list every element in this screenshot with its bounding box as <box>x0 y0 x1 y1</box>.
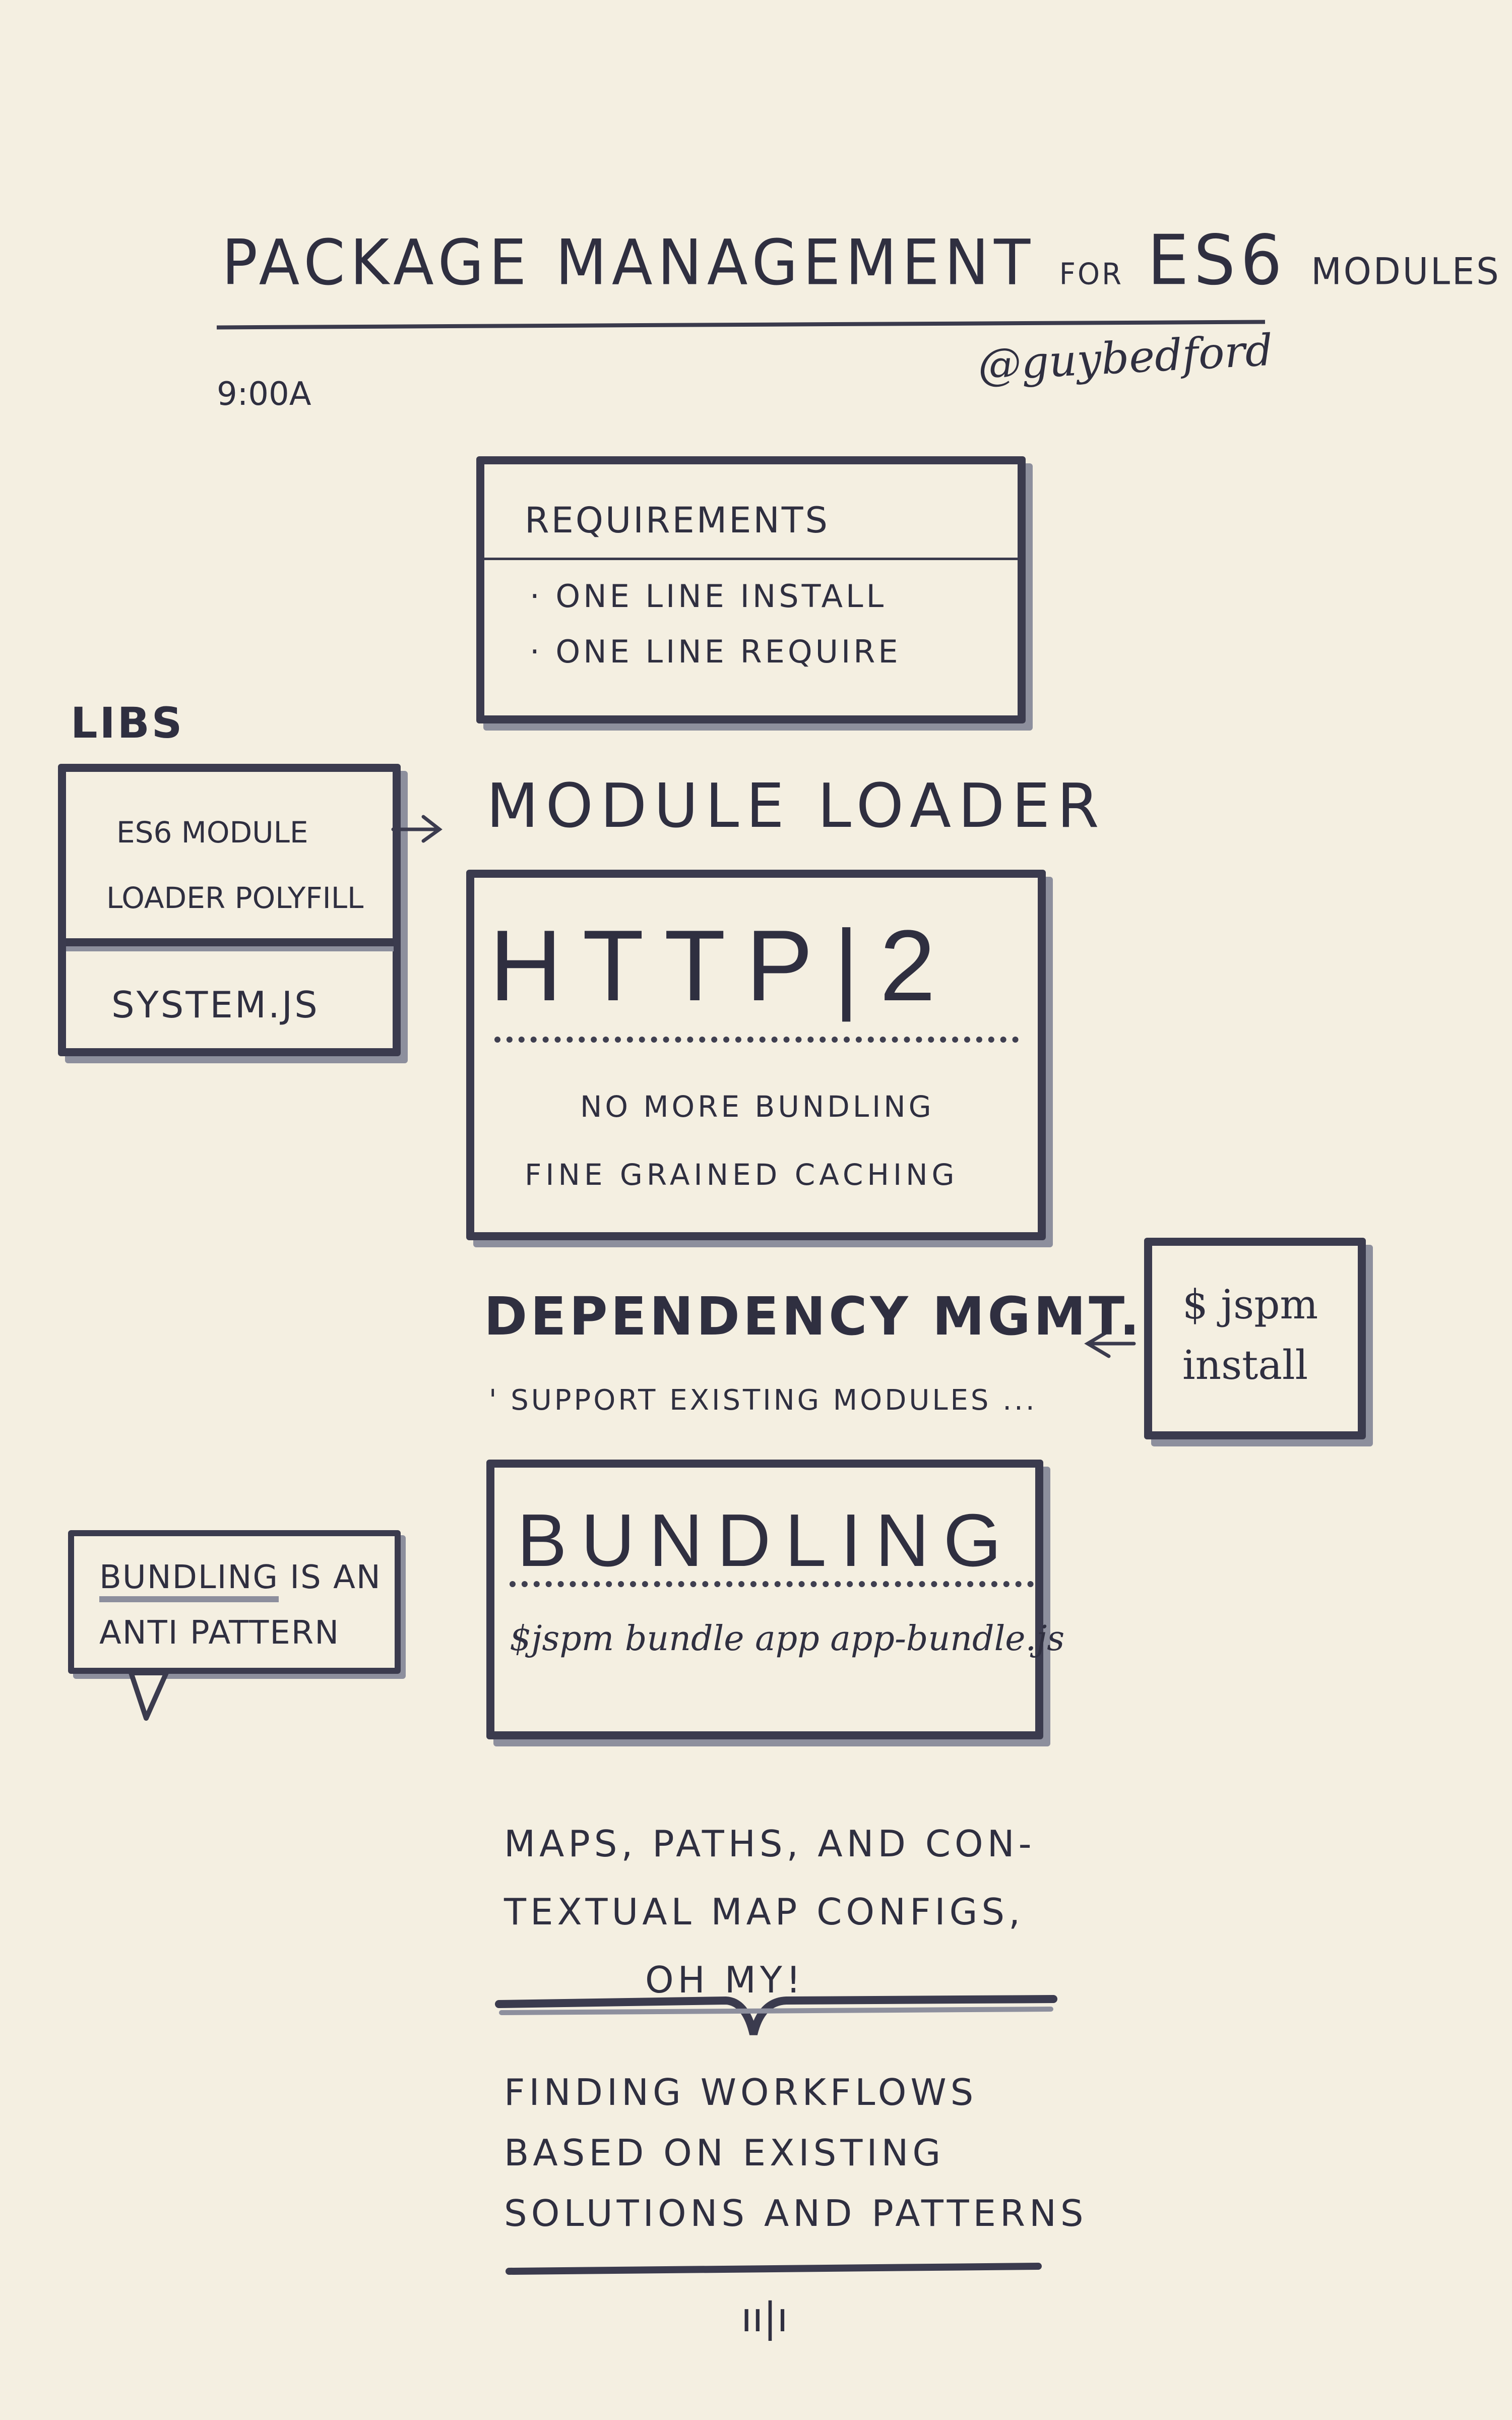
anti-pattern-line1-rest: IS AN <box>278 1559 382 1596</box>
workflows-line1: FINDING WORKFLOWS <box>504 2071 978 2113</box>
module-loader-title: MODULE LOADER <box>486 771 1106 841</box>
bundling-dotted-divider <box>510 1581 1034 1587</box>
maps-line1: MAPS, PATHS, AND CON- <box>504 1823 1036 1865</box>
libs-item-polyfill-line1: ES6 MODULE <box>116 815 308 850</box>
bundling-box: BUNDLING $jspm bundle app app-bundle.js <box>486 1460 1064 1739</box>
libs-item-polyfill-line2: LOADER POLYFILL <box>106 881 364 915</box>
libs-label: LIBS <box>71 698 184 748</box>
title-modules: MODULES <box>1311 250 1501 293</box>
http2-box: HTTP|2 NO MORE BUNDLING FINE GRAINED CAC… <box>466 870 1046 1240</box>
workflows-line3: SOLUTIONS AND PATTERNS <box>504 2192 1088 2234</box>
http2-line-no-bundling: NO MORE BUNDLING <box>580 1090 934 1124</box>
dependency-title: DEPENDENCY MGMT. <box>484 1286 1143 1347</box>
libs-item-systemjs: SYSTEM.JS <box>111 984 320 1026</box>
bottom-divider <box>506 2263 1042 2275</box>
maps-line2: TEXTUAL MAP CONFIGS, <box>504 1891 1024 1933</box>
anti-pattern-bubble: BUNDLING IS AN ANTI PATTERN <box>68 1530 401 1674</box>
workflows-line2: BASED ON EXISTING <box>504 2132 945 2174</box>
http2-line-caching: FINE GRAINED CACHING <box>525 1158 959 1192</box>
bundling-title: BUNDLING <box>517 1499 1016 1582</box>
anti-pattern-line2: ANTI PATTERN <box>99 1614 340 1652</box>
jspm-install-box: $ jspm install <box>1144 1238 1366 1439</box>
bundling-command: $jspm bundle app app-bundle.js <box>510 1619 1065 1659</box>
jspm-install-line2: install <box>1182 1342 1308 1388</box>
bubble-tail-shape <box>129 1670 169 1721</box>
title-for: FOR <box>1059 257 1123 291</box>
notched-divider <box>495 1995 1057 2035</box>
libs-box: ES6 MODULE LOADER POLYFILL SYSTEM.JS <box>58 764 401 1056</box>
workflows-text: FINDING WORKFLOWS BASED ON EXISTING SOLU… <box>504 2062 1088 2244</box>
page-title: PACKAGE MANAGEMENT FOR ES6 MODULES <box>222 220 1501 300</box>
requirements-divider <box>484 558 1019 560</box>
maps-text: MAPS, PATHS, AND CON- TEXTUAL MAP CONFIG… <box>504 1810 1036 2014</box>
maps-line3: OH MY! <box>645 1959 805 2001</box>
title-main: PACKAGE MANAGEMENT <box>222 225 1036 299</box>
anti-pattern-underlined-word: BUNDLING <box>99 1559 279 1602</box>
notched-divider-shadow <box>499 2007 1053 2015</box>
dependency-subtitle: ' SUPPORT EXISTING MODULES ... <box>489 1384 1037 1417</box>
http2-dotted-divider <box>494 1037 1019 1043</box>
title-es6: ES6 <box>1147 220 1287 300</box>
arrow-jspm-to-dependency <box>1084 1329 1136 1358</box>
http2-title: HTTP|2 <box>489 910 956 1022</box>
arrow-libs-to-loader <box>391 815 443 843</box>
jspm-install-line1: $ jspm <box>1182 1281 1318 1328</box>
requirement-item: · ONE LINE REQUIRE <box>530 633 901 670</box>
requirements-title: REQUIREMENTS <box>525 500 830 541</box>
requirements-box: REQUIREMENTS · ONE LINE INSTALL · ONE LI… <box>476 456 1026 723</box>
anti-pattern-line1: BUNDLING IS AN <box>99 1559 382 1602</box>
libs-divider <box>66 938 394 946</box>
footer-mark: ıı|ı <box>741 2294 788 2341</box>
time-label: 9:00A <box>217 376 311 413</box>
requirement-item: · ONE LINE INSTALL <box>530 578 887 615</box>
libs-item-polyfill: ES6 MODULE LOADER POLYFILL <box>106 800 399 931</box>
